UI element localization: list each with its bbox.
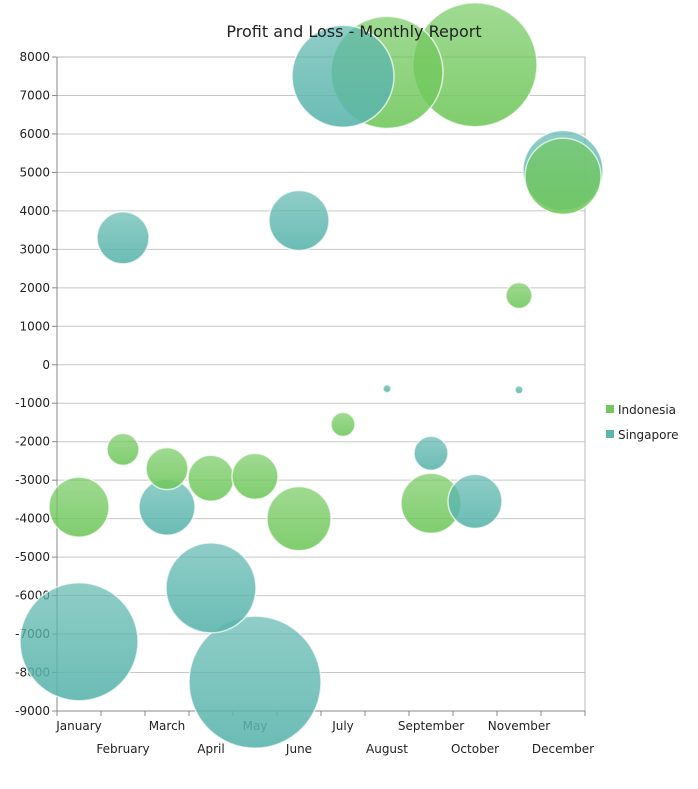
bubble-singapore [188,615,322,749]
bubble-indonesia [524,137,602,216]
bubble-indonesia [187,454,235,503]
x-tick-label: February [96,742,149,756]
x-tick-label: June [285,742,312,756]
x-tick-label: March [149,719,186,733]
y-tick-label: 1000 [19,319,50,333]
bubble-singapore [291,24,395,128]
bubble-singapore [96,211,150,265]
bubble-indonesia [231,452,279,501]
legend-swatch [606,405,614,413]
x-tick-label: November [488,719,550,733]
x-tick-label: July [331,719,354,733]
bubble-indonesia [330,411,356,438]
y-tick-label: 5000 [19,165,50,179]
grid [57,56,585,712]
axes: 8000 7000 6000 5000 4000 3000 2000 1000 0 -1000 -2… [15,50,594,756]
bubble-indonesia [106,432,140,467]
x-tick-label: December [532,742,594,756]
legend-label: Singapore [618,428,679,442]
bubble-singapore [382,383,392,394]
plot-frame [56,56,586,712]
bubble-singapore [165,542,257,634]
legend-swatch [606,430,614,438]
x-tick-label: January [55,719,102,733]
y-tick-label: 8000 [19,50,50,64]
y-tick-label: -5000 [15,550,50,564]
legend: Indonesia Singapore [606,403,679,442]
bubble-singapore [447,473,503,530]
y-tick-label: -9000 [15,704,50,718]
legend-label: Indonesia [618,403,676,417]
bubble-singapore [19,582,139,702]
bubble-singapore [268,189,330,252]
x-tick-label: September [398,719,464,733]
y-tick-label: 0 [42,358,50,372]
y-tick-label: -3000 [15,473,50,487]
bubble-indonesia [505,281,533,310]
bubble-singapore [514,385,524,395]
x-tick-label: August [366,742,408,756]
chart-title: Profit and Loss - Monthly Report [226,22,482,41]
bubbles [19,1,604,749]
bubble-singapore [413,435,449,471]
bubble-indonesia [145,446,189,491]
y-tick-label: 7000 [19,88,50,102]
x-tick-label: October [451,742,499,756]
y-tick-label: 4000 [19,204,50,218]
y-tick-label: -1000 [15,396,50,410]
y-tick-label: -4000 [15,512,50,526]
bubble-indonesia [48,476,110,538]
x-tick-label: April [197,742,224,756]
bubble-indonesia [266,485,332,552]
y-tick-label: 6000 [19,127,50,141]
y-tick-label: 3000 [19,242,50,256]
y-tick-label: 2000 [19,281,50,295]
y-tick-label: -2000 [15,435,50,449]
